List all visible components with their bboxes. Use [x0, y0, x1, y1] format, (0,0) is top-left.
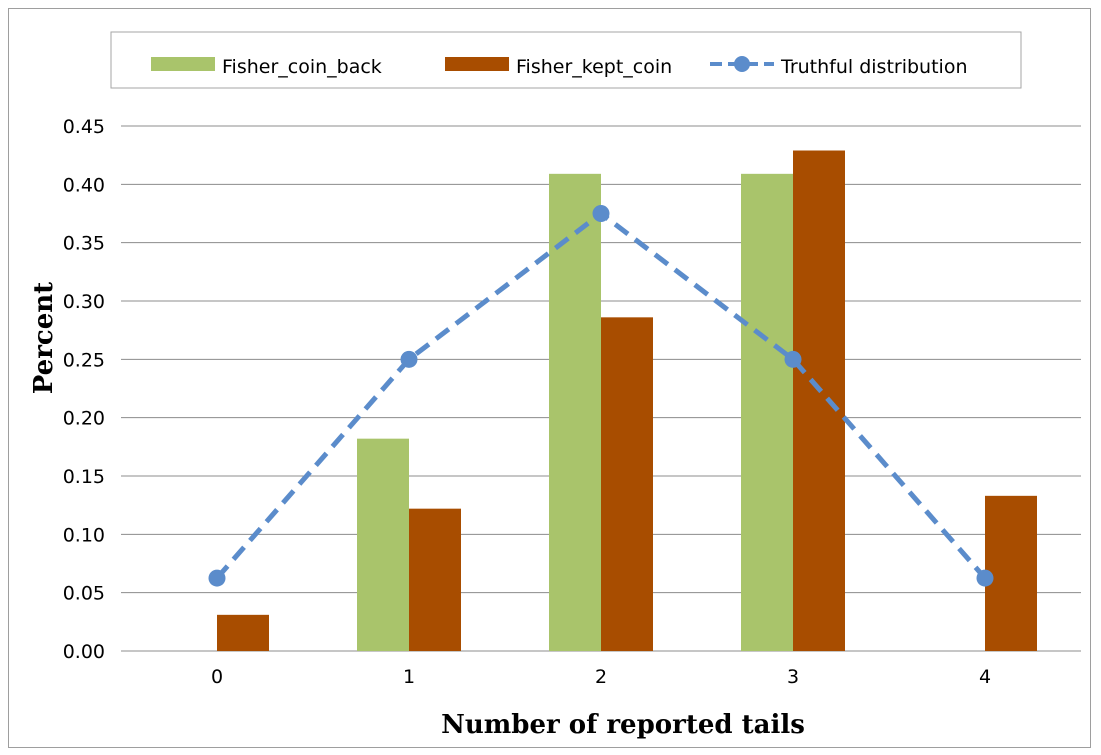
- chart-frame: 0.00 0.05 0.10 0.15 0.20 0.25 0.30 0.35 0.40 0.45…: [8, 8, 1091, 748]
- y-tick-label: 0.05: [63, 583, 105, 605]
- legend-label-fisher-coin-back: Fisher_coin_back: [222, 56, 382, 78]
- legend-label-fisher-kept-coin: Fisher_kept_coin: [516, 56, 672, 78]
- bar-fisher-kept-coin-3: [793, 151, 845, 652]
- x-tick-label: 1: [403, 666, 415, 688]
- x-tick-label: 4: [979, 666, 991, 688]
- y-tick-label: 0.15: [63, 466, 105, 488]
- bar-fisher-coin-back-1: [357, 439, 409, 651]
- bar-fisher-kept-coin-0: [217, 615, 269, 651]
- y-tick-label: 0.35: [63, 233, 105, 255]
- truthful-point-1: [401, 351, 418, 368]
- x-tick-label: 3: [787, 666, 799, 688]
- x-axis-title: Number of reported tails: [441, 710, 805, 740]
- y-tick-label: 0.25: [63, 349, 105, 371]
- bars: [217, 151, 1037, 652]
- legend-marker-truthful: [734, 56, 750, 72]
- truthful-point-2: [593, 205, 610, 222]
- y-tick-label: 0.20: [63, 408, 105, 430]
- legend-swatch-fisher-coin-back: [151, 57, 215, 71]
- y-tick-labels: 0.00 0.05 0.10 0.15 0.20 0.25 0.30 0.35 0.40 0.45: [63, 116, 105, 663]
- y-tick-label: 0.10: [63, 524, 105, 546]
- truthful-point-4: [977, 570, 994, 587]
- y-tick-label: 0.00: [63, 641, 105, 663]
- x-tick-label: 2: [595, 666, 607, 688]
- y-axis-title: Percent: [29, 282, 59, 394]
- legend-label-truthful-distribution: Truthful distribution: [780, 56, 967, 78]
- bar-fisher-kept-coin-4: [985, 496, 1037, 651]
- y-tick-label: 0.40: [63, 174, 105, 196]
- y-tick-label: 0.45: [63, 116, 105, 138]
- truthful-point-0: [209, 570, 226, 587]
- truthful-point-3: [785, 351, 802, 368]
- bar-fisher-kept-coin-1: [409, 509, 461, 651]
- y-tick-label: 0.30: [63, 291, 105, 313]
- bar-fisher-kept-coin-2: [601, 317, 653, 651]
- legend: Fisher_coin_back Fisher_kept_coin Truthf…: [111, 32, 1021, 88]
- x-tick-label: 0: [211, 666, 223, 688]
- chart-svg: 0.00 0.05 0.10 0.15 0.20 0.25 0.30 0.35 0.40 0.45…: [9, 9, 1092, 749]
- bar-fisher-coin-back-3: [741, 174, 793, 651]
- legend-swatch-fisher-kept-coin: [445, 57, 509, 71]
- x-tick-labels: 0 1 2 3 4: [211, 666, 991, 688]
